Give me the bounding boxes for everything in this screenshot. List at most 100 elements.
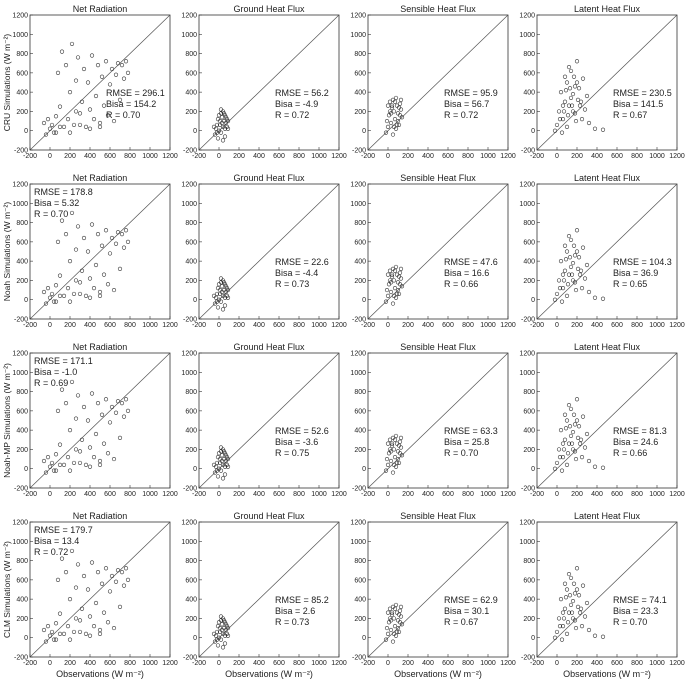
stats-label: R = 0.72 — [444, 110, 478, 120]
y-tick-label: 800 — [523, 558, 535, 565]
data-point — [214, 130, 220, 135]
x-tick-label: -200 — [530, 660, 544, 667]
stats-label: Bisa = 16.6 — [444, 268, 489, 278]
data-point — [391, 462, 397, 467]
x-tick-label: 800 — [462, 153, 474, 160]
panel-title: Latent Heat Flux — [574, 511, 641, 521]
data-point — [49, 460, 55, 466]
data-point — [81, 404, 87, 410]
data-point — [578, 268, 584, 273]
stats-label: R = 0.66 — [444, 279, 478, 289]
x-tick-label: 1000 — [311, 322, 327, 329]
data-point — [391, 293, 397, 298]
data-point — [389, 272, 395, 277]
data-point — [562, 243, 568, 248]
data-point — [391, 278, 397, 283]
x-tick-label: 1000 — [480, 322, 496, 329]
data-point — [579, 286, 585, 291]
data-point — [67, 299, 73, 304]
data-point — [87, 445, 93, 450]
data-point — [561, 109, 567, 114]
data-point — [600, 634, 606, 639]
x-tick-label: 400 — [422, 153, 434, 160]
data-point — [387, 437, 393, 442]
y-tick-label: 1200 — [350, 351, 366, 358]
data-point — [577, 441, 583, 446]
x-tick-label: 200 — [233, 153, 245, 160]
data-point — [119, 63, 125, 68]
data-point — [211, 293, 217, 298]
data-point — [397, 270, 403, 275]
x-tick-label: 200 — [64, 491, 76, 498]
x-tick-label: 1200 — [669, 322, 685, 329]
data-point — [387, 606, 393, 611]
panel-title: Net Radiation — [73, 342, 128, 352]
data-point — [61, 631, 67, 636]
data-point — [397, 620, 403, 625]
y-tick-label: -200 — [183, 317, 197, 324]
data-point — [592, 633, 598, 638]
one-to-one-line — [198, 352, 340, 489]
stats-label: Bisa = -3.6 — [275, 437, 318, 447]
stats-label: Bisa = -1.0 — [34, 367, 77, 377]
data-point — [568, 406, 574, 412]
stats-label: Bisa = 56.7 — [444, 99, 489, 109]
y-tick-label: 400 — [354, 90, 366, 97]
data-point — [103, 228, 109, 233]
y-tick-label: 1200 — [350, 13, 366, 20]
x-tick-label: 800 — [631, 660, 643, 667]
panel-title: Sensible Heat Flux — [400, 173, 476, 183]
data-point — [394, 460, 400, 466]
y-tick-label: 0 — [362, 297, 366, 304]
data-point — [105, 451, 111, 456]
data-point — [215, 136, 221, 141]
y-tick-label: 600 — [185, 70, 197, 77]
panel-r4-c4: Latent Heat Flux -200 0 200 400 600 800 1000 120… — [519, 511, 684, 679]
y-tick-label: -200 — [352, 655, 366, 662]
y-tick-label: 600 — [523, 577, 535, 584]
x-tick-label: -200 — [361, 153, 375, 160]
y-tick-label: 200 — [354, 447, 366, 454]
data-point — [396, 612, 402, 617]
y-tick-label: 1200 — [12, 13, 28, 20]
data-point — [566, 441, 572, 446]
stats-label: RMSE = 81.3 — [613, 426, 667, 436]
x-tick-label: 0 — [555, 491, 559, 498]
x-tick-label: 600 — [273, 491, 285, 498]
one-to-one-line — [536, 352, 678, 489]
stats-label: R = 0.72 — [275, 110, 309, 120]
y-tick-label: 400 — [185, 259, 197, 266]
plot-frame — [367, 183, 509, 320]
x-tick-label: 200 — [402, 660, 414, 667]
data-point — [582, 276, 588, 281]
data-point — [582, 614, 588, 619]
x-tick-label: 0 — [386, 153, 390, 160]
y-tick-label: 1000 — [350, 370, 366, 377]
data-point — [214, 629, 220, 635]
x-tick-label: 200 — [402, 491, 414, 498]
data-point — [113, 579, 119, 584]
data-point — [569, 103, 575, 108]
y-tick-label: 0 — [531, 635, 535, 642]
data-point — [87, 295, 93, 300]
one-to-one-line — [367, 521, 509, 658]
y-tick-label: -200 — [183, 655, 197, 662]
one-to-one-line — [29, 14, 171, 151]
one-to-one-line — [29, 521, 171, 658]
stats-label: RMSE = 47.6 — [444, 257, 498, 267]
x-tick-label: 400 — [84, 153, 96, 160]
x-tick-label: 1200 — [162, 153, 178, 160]
stats-label: Bisa = 2.6 — [275, 606, 315, 616]
data-point — [97, 289, 103, 295]
data-point — [119, 401, 125, 406]
data-point — [566, 103, 572, 108]
data-point — [558, 597, 564, 602]
data-point — [85, 587, 91, 592]
data-point — [75, 562, 81, 567]
data-point — [41, 458, 47, 464]
data-point — [569, 441, 575, 446]
x-tick-label: 1200 — [500, 322, 516, 329]
data-point — [73, 278, 79, 283]
data-point — [53, 468, 59, 473]
y-tick-label: -200 — [352, 317, 366, 324]
